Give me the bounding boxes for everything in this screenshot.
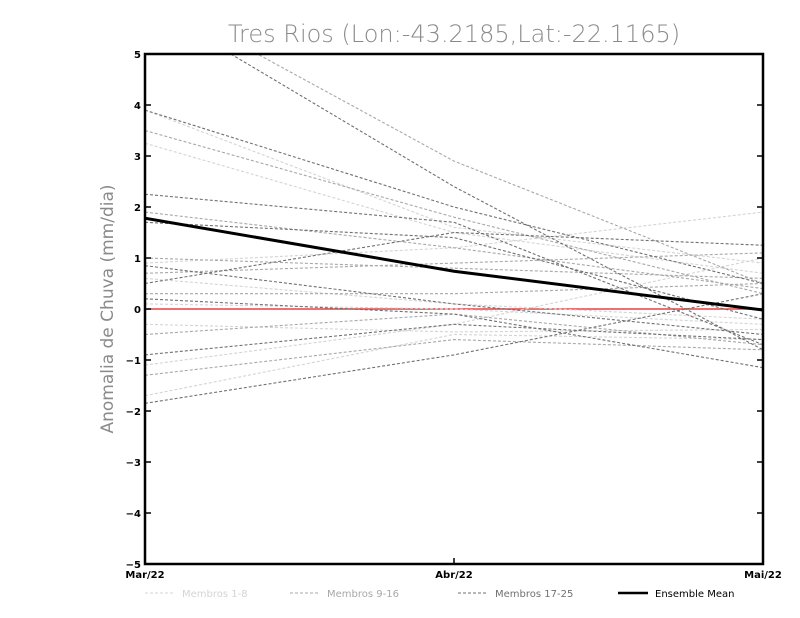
y-tick-label--2: −2	[126, 407, 141, 418]
legend-label-4: Ensemble Mean	[655, 589, 734, 600]
x-tick-label-3: Mai/22	[744, 570, 782, 581]
x-tick-label-2: Abr/22	[435, 570, 472, 581]
legend: Membros 1-8 Membros 9-16 Membros 17-25 Ense…	[145, 589, 734, 600]
y-tick-label-0: 0	[134, 305, 141, 316]
member-line-g3-4	[145, 109, 763, 285]
y-tick-label-5: 5	[134, 50, 141, 61]
member-line-g2-8	[145, 257, 763, 279]
y-tick-label-1: 1	[134, 254, 141, 265]
member-line-g2-6	[145, 282, 763, 295]
member-line-g3-6	[145, 293, 763, 404]
member-line-g1-3	[145, 333, 763, 397]
y-tick-label--1: −1	[126, 356, 141, 367]
member-line-g2-5	[145, 211, 763, 290]
member-line-g1-7	[145, 257, 763, 366]
member-line-g1-6	[145, 109, 763, 264]
member-line-g2-3	[145, 252, 763, 274]
member-line-g2-1	[256, 54, 763, 285]
legend-label-3: Membros 17-25	[495, 589, 573, 600]
member-line-g1-2	[145, 211, 763, 264]
ensemble-members	[145, 54, 763, 404]
y-tick-label--5: −5	[126, 560, 141, 571]
member-line-g1-4	[145, 303, 763, 325]
member-line-g3-1	[145, 193, 763, 346]
y-tick-label--3: −3	[126, 458, 141, 469]
y-ticks: 5 4 3 2 1 0 −1 −2 −3 −4 −5	[126, 50, 763, 571]
y-tick-label-3: 3	[134, 152, 141, 163]
member-line-g1-1	[145, 142, 763, 274]
member-line-g2-2	[145, 129, 763, 295]
member-line-g3-3	[145, 323, 763, 356]
chart-title: Tres Rios (Lon:-43.2185,Lat:-22.1165)	[228, 20, 680, 48]
member-line-g3-5	[229, 54, 763, 351]
member-line-g2-7	[145, 339, 763, 376]
member-line-g1-5	[145, 323, 763, 333]
y-tick-label-2: 2	[134, 203, 141, 214]
x-tick-label-1: Mar/22	[125, 570, 164, 581]
legend-label-1: Membros 1-8	[182, 589, 248, 600]
y-axis-label: Anomalia de Chuva (mm/dia)	[98, 184, 118, 433]
y-tick-label-4: 4	[134, 101, 141, 112]
ensemble-mean-line	[145, 216, 763, 312]
member-line-g3-8	[145, 221, 763, 320]
ensemble-mean-layer	[145, 216, 763, 312]
legend-label-2: Membros 9-16	[327, 589, 399, 600]
member-line-g3-7	[145, 265, 763, 336]
y-tick-label--4: −4	[126, 509, 141, 520]
x-ticks: Mar/22 Abr/22 Mai/22	[125, 558, 782, 581]
